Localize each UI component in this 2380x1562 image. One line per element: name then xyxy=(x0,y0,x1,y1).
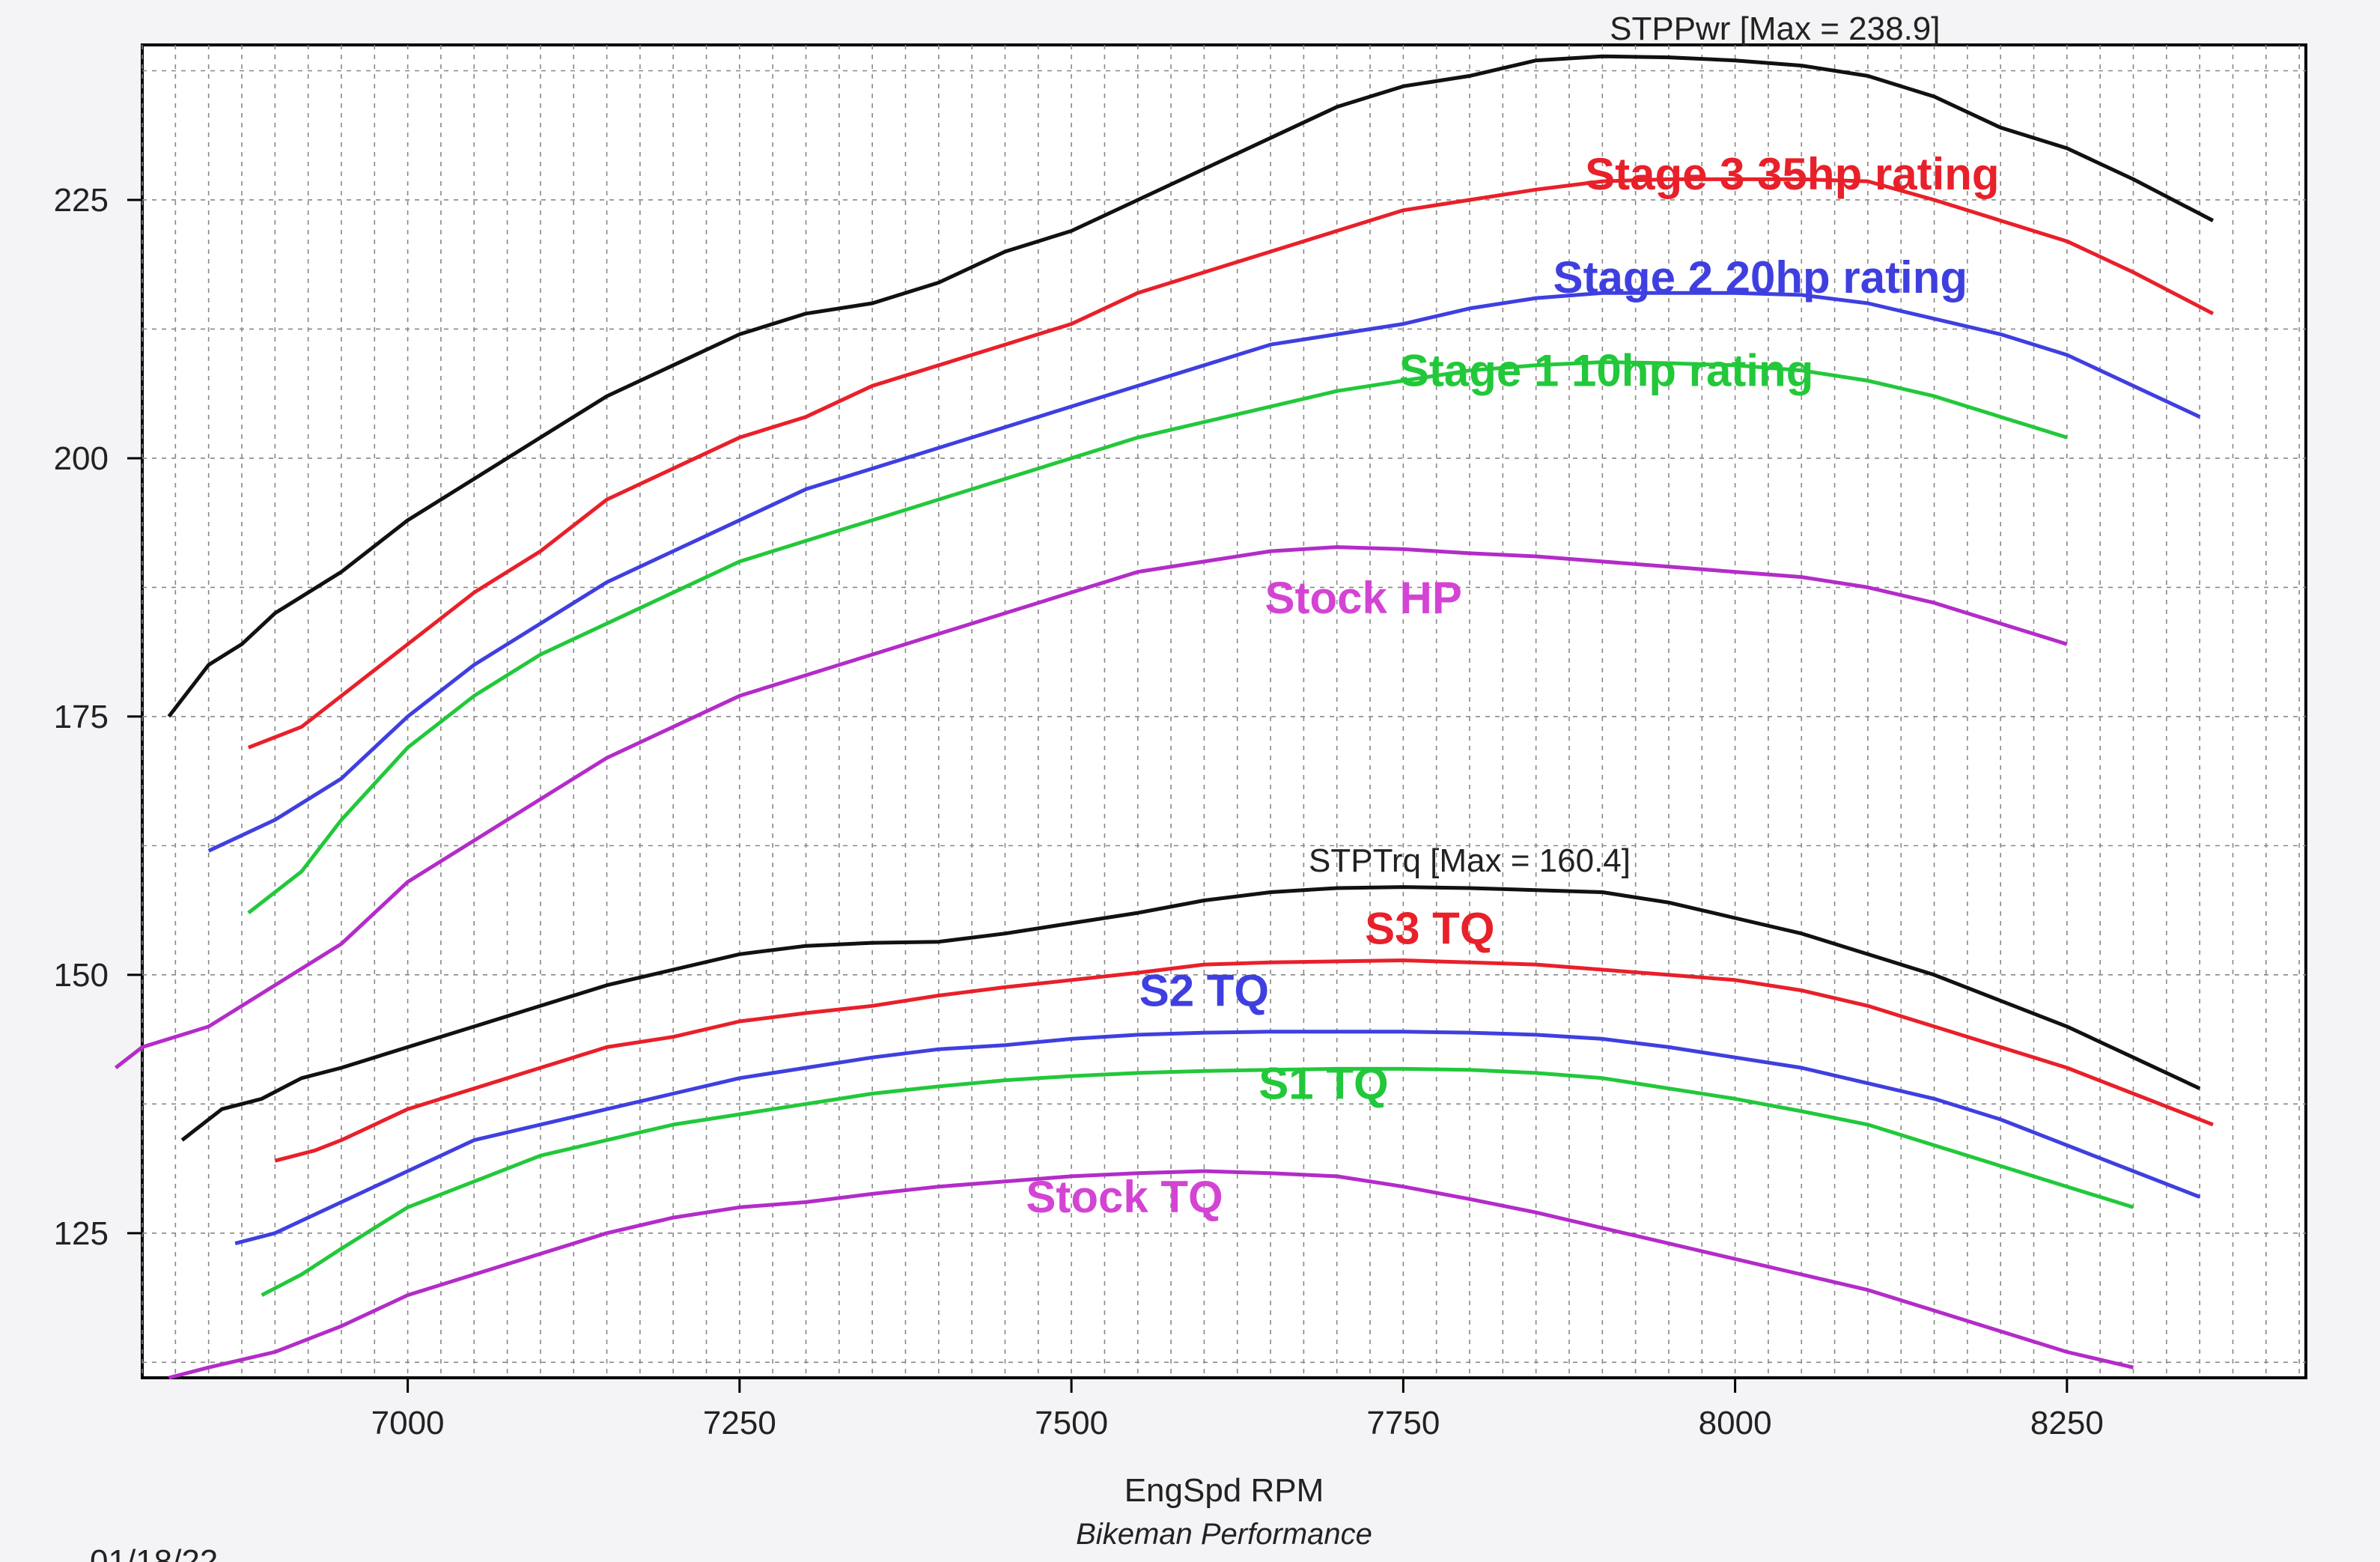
series-line-3 xyxy=(247,360,2068,915)
annotation-label: Stage 2 20hp rating xyxy=(1553,252,1967,303)
series-line-6 xyxy=(274,958,2214,1163)
series-line-8 xyxy=(261,1066,2134,1297)
series-line-9 xyxy=(168,1169,2134,1380)
annotation-label: Stock TQ xyxy=(1026,1172,1223,1222)
y-tick-label: 200 xyxy=(54,440,109,477)
annotation-label: Stage 3 35hp rating xyxy=(1585,149,1999,199)
annotation-label: S2 TQ xyxy=(1139,965,1269,1015)
x-tick-label: 7250 xyxy=(703,1405,776,1441)
max-label: STPTrq [Max = 160.4] xyxy=(1309,842,1631,879)
series-line-1 xyxy=(247,177,2215,750)
x-tick-label: 8000 xyxy=(1699,1405,1772,1441)
x-tick-label: 8250 xyxy=(2030,1405,2104,1441)
annotation-label: S3 TQ xyxy=(1365,903,1494,953)
plot-frame xyxy=(141,43,2307,1379)
x-axis-label: EngSpd RPM xyxy=(1124,1472,1324,1509)
annotation-label: Stage 1 10hp rating xyxy=(1399,345,1813,395)
annotation-label: Stock HP xyxy=(1264,573,1461,623)
x-tick-label: 7750 xyxy=(1366,1405,1440,1441)
annotations: Stage 3 35hp rating Stage 2 20hp rating St… xyxy=(1026,149,1999,1222)
y-tick-label: 125 xyxy=(54,1215,109,1252)
series-line-0 xyxy=(167,54,2215,718)
max-labels: STPPwr [Max = 238.9] STPTrq [Max = 160.4] xyxy=(1309,10,1940,879)
x-axis-ticks: 7000 7250 7500 7750 8000 8250 xyxy=(371,1378,2104,1441)
series-line-2 xyxy=(207,291,2201,853)
y-tick-label: 150 xyxy=(54,957,109,994)
x-tick-label: 7000 xyxy=(371,1405,445,1441)
max-label: STPPwr [Max = 238.9] xyxy=(1610,10,1940,47)
footer-text: Bikeman Performance xyxy=(1076,1518,1372,1551)
x-tick-label: 7500 xyxy=(1035,1405,1108,1441)
date-label: 01/18/22 xyxy=(90,1543,218,1562)
y-tick-label: 225 xyxy=(54,182,109,219)
series-line-7 xyxy=(234,1030,2201,1246)
series-line-4 xyxy=(114,545,2068,1069)
y-tick-label: 175 xyxy=(54,699,109,735)
series-lines xyxy=(114,54,2215,1380)
series-line-5 xyxy=(180,885,2201,1142)
annotation-label: S1 TQ xyxy=(1259,1058,1388,1108)
y-axis-ticks: 125 150 175 200 225 xyxy=(54,182,142,1252)
